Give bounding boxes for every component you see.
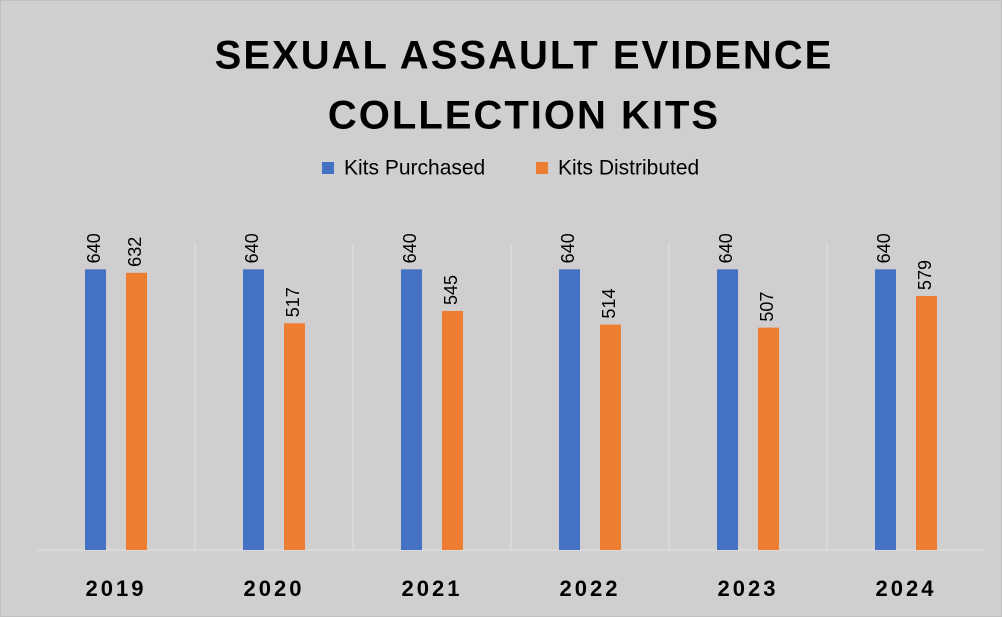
x-tick-label: 2021 bbox=[402, 576, 463, 601]
data-label: 640 bbox=[400, 233, 420, 263]
data-label: 632 bbox=[125, 237, 145, 267]
x-tick-label: 2020 bbox=[244, 576, 305, 601]
data-label: 507 bbox=[757, 292, 777, 322]
data-label: 640 bbox=[874, 233, 894, 263]
bar bbox=[85, 269, 106, 550]
data-label: 517 bbox=[283, 287, 303, 317]
data-label: 545 bbox=[441, 275, 461, 305]
data-label: 640 bbox=[716, 233, 736, 263]
legend-label: Kits Purchased bbox=[344, 157, 485, 180]
bar bbox=[600, 324, 621, 550]
bar bbox=[559, 269, 580, 550]
x-tick-label: 2024 bbox=[876, 576, 937, 601]
legend-swatch bbox=[322, 162, 334, 174]
legend-label: Kits Distributed bbox=[558, 157, 699, 180]
legend-swatch bbox=[536, 162, 548, 174]
bar bbox=[284, 323, 305, 550]
bar bbox=[243, 269, 264, 550]
bar bbox=[442, 310, 463, 550]
x-tick-label: 2019 bbox=[86, 576, 147, 601]
x-tick-label: 2023 bbox=[718, 576, 779, 601]
data-label: 640 bbox=[84, 233, 104, 263]
x-tick-label: 2022 bbox=[560, 576, 621, 601]
data-label: 640 bbox=[242, 233, 262, 263]
bar bbox=[401, 269, 422, 550]
chart-title: COLLECTION KITS bbox=[328, 94, 720, 138]
bar bbox=[875, 269, 896, 550]
chart-title: SEXUAL ASSAULT EVIDENCE bbox=[215, 34, 834, 78]
bar bbox=[126, 272, 147, 550]
data-label: 640 bbox=[558, 233, 578, 263]
bar bbox=[758, 327, 779, 550]
bar bbox=[717, 269, 738, 550]
bar bbox=[916, 296, 937, 550]
data-label: 514 bbox=[599, 289, 619, 319]
data-label: 579 bbox=[915, 260, 935, 290]
